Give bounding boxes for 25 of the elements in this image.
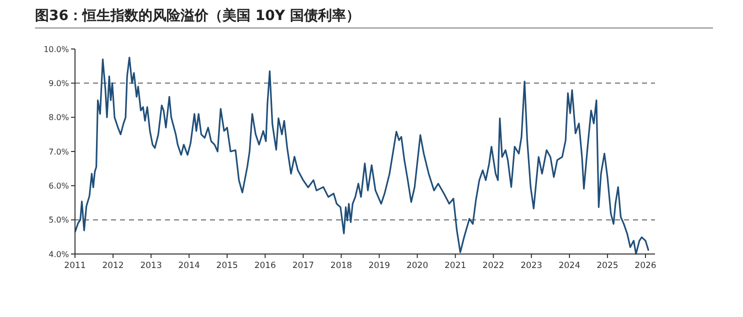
x-tick-label: 2025: [596, 261, 618, 271]
y-tick-label: 5.0%: [48, 216, 70, 225]
x-tick-label: 2023: [520, 261, 542, 271]
x-tick-label: 2015: [216, 261, 238, 271]
x-tick-label: 2022: [482, 261, 504, 271]
y-tick-label: 7.0%: [48, 147, 70, 156]
x-tick-label: 2021: [444, 261, 466, 271]
x-tick-label: 2020: [406, 261, 428, 271]
y-tick-label: 8.0%: [48, 113, 70, 122]
x-tick-label: 2018: [330, 261, 352, 271]
x-tick-label: 2011: [64, 261, 86, 271]
x-tick-label: 2026: [634, 261, 656, 271]
line-series: [74, 56, 650, 255]
y-tick-label: 6.0%: [48, 181, 70, 190]
x-tick-label: 2016: [254, 261, 276, 271]
x-tick-label: 2013: [140, 261, 162, 271]
x-tick-label: 2012: [102, 261, 124, 271]
y-tick-label: 9.0%: [48, 78, 70, 88]
x-tick-label: 2019: [368, 261, 390, 271]
chart-title: 图36：恒生指数的风险溢价（美国 10Y 国债利率）: [35, 7, 360, 24]
y-tick-label: 4.0%: [48, 250, 70, 259]
y-tick-label: 10.0%: [44, 44, 70, 54]
x-tick-label: 2017: [292, 261, 314, 271]
x-tick-label: 2014: [178, 261, 200, 271]
x-tick-label: 2024: [558, 261, 580, 271]
